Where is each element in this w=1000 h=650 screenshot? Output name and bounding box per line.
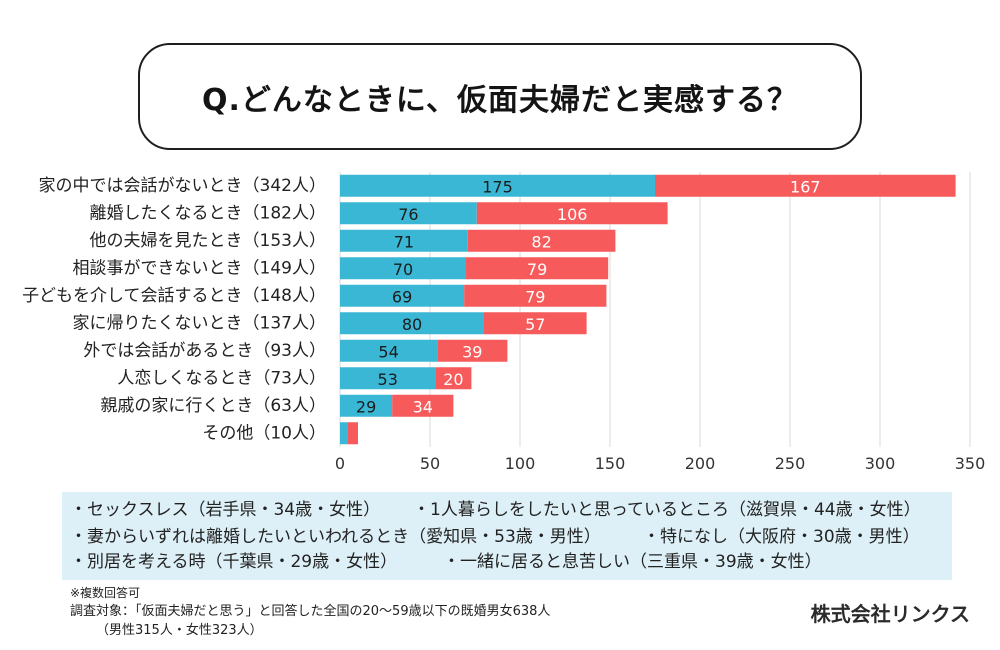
value-label-series-1-row-7: 54 [378,342,398,361]
comment-item: ・セックスレス（岩手県・34歳・女性） [70,500,381,520]
comment-item: ・別居を考える時（千葉県・29歳・女性） [70,552,398,572]
value-label-series-2-row-6: 57 [525,315,545,334]
comments-box: ・セックスレス（岩手県・34歳・女性） ・1人暮らしをしたいと思っているところ（… [62,492,952,580]
comment-item: ・特になし（大阪府・30歳・男性） [643,527,920,547]
bar-series-2-row-8 [435,367,472,390]
comment-item: ・1人暮らしをしたいと思っているところ（滋賀県・44歳・女性） [413,500,921,520]
comment-item: ・一緒に居ると息苦しい（三重県・39歳・女性） [443,552,822,572]
value-label-series-2-row-4: 79 [527,260,547,279]
note-gender-breakdown: （男性315人・女性323人） [96,623,263,638]
bar-series-2-row-1 [655,174,956,197]
x-tick-label-0: 0 [335,454,345,473]
note-survey-target: 調査対象：「仮面夫婦だと思う」と回答した全国の20〜59歳以下の既婚男女638人 [70,604,551,619]
bar-series-1-row-4 [340,257,466,280]
value-label-series-2-row-1: 167 [790,177,821,196]
category-label-1: 家の中では会話がないとき（342人） [39,176,326,196]
x-tick-label-100: 100 [505,454,536,473]
bars [340,174,956,445]
x-tick-label-350: 350 [955,454,986,473]
bar-series-1-row-10 [340,422,348,445]
bar-series-1-row-6 [340,312,484,335]
value-label-series-1-row-1: 175 [482,177,513,196]
value-label-series-1-row-2: 76 [398,205,418,224]
x-tick-label-300: 300 [865,454,896,473]
chart-title: Q.どんなときに、仮面夫婦だと実感する？ [202,82,798,118]
x-tick-label-250: 250 [775,454,806,473]
note-multiple-answers: ※複数回答可 [70,586,141,600]
category-label-8: 人恋しくなるとき（73人） [117,367,326,388]
bar-series-2-row-6 [484,312,587,335]
value-labels: 175 167 76 106 71 82 70 79 69 79 80 57 54 39 53 20 29 34 [356,177,821,416]
value-label-series-2-row-8: 20 [443,370,463,389]
bar-series-2-row-5 [464,284,607,307]
bar-series-2-row-10 [347,422,358,445]
bar-series-1-row-8 [340,367,436,390]
title-box: Q.どんなときに、仮面夫婦だと実感する？ [138,43,862,150]
bar-series-1-row-5 [340,284,465,307]
stacked-bar-chart: 0 50 100 150 200 250 300 350 家の中では会話がないとき（342人） 離… [22,172,985,473]
value-label-series-2-row-5: 79 [525,287,545,306]
bar-series-1-row-2 [340,202,477,225]
bar-series-2-row-7 [437,339,508,362]
value-label-series-1-row-9: 29 [356,397,376,416]
category-label-3: 他の夫婦を見たとき（153人） [90,231,326,251]
value-label-series-2-row-2: 106 [557,205,588,224]
bar-series-1-row-3 [340,229,468,252]
category-label-10: その他（10人） [202,423,326,443]
category-labels: 家の中では会話がないとき（342人） 離婚したくなるとき（182人） 他の夫婦を見た… [22,176,326,444]
value-label-series-2-row-9: 34 [413,397,433,416]
company-name: 株式会社リンクス [810,602,970,626]
category-label-7: 外では会話があるとき（93人） [83,341,326,361]
value-label-series-1-row-4: 70 [393,260,413,279]
category-label-4: 相談事ができないとき（149人） [73,258,326,278]
bar-series-2-row-2 [476,202,668,225]
value-label-series-1-row-6: 80 [402,315,422,334]
category-label-5: 子どもを介して会話するとき（148人） [22,286,326,306]
category-label-9: 親戚の家に行くとき（63人） [100,396,326,416]
bar-series-2-row-3 [467,229,616,252]
bar-series-1-row-9 [340,394,393,417]
bar-series-2-row-9 [392,394,454,417]
bar-series-1-row-1 [340,174,655,197]
bar-series-2-row-4 [466,257,609,280]
x-tick-label-200: 200 [685,454,716,473]
value-label-series-2-row-3: 82 [531,232,551,251]
x-tick-label-50: 50 [420,454,440,473]
category-label-6: 家に帰りたくないとき（137人） [73,313,326,333]
value-label-series-1-row-5: 69 [392,287,412,306]
category-label-2: 離婚したくなるとき（182人） [90,203,326,223]
bar-series-1-row-7 [340,339,438,362]
x-tick-label-150: 150 [595,454,626,473]
value-label-series-2-row-7: 39 [462,342,482,361]
x-axis-tick-labels: 0 50 100 150 200 250 300 350 [335,454,985,473]
comment-item: ・妻からいずれは離婚したいといわれるとき（愛知県・53歳・男性） [70,527,601,547]
value-label-series-1-row-8: 53 [378,370,398,389]
value-label-series-1-row-3: 71 [394,232,414,251]
